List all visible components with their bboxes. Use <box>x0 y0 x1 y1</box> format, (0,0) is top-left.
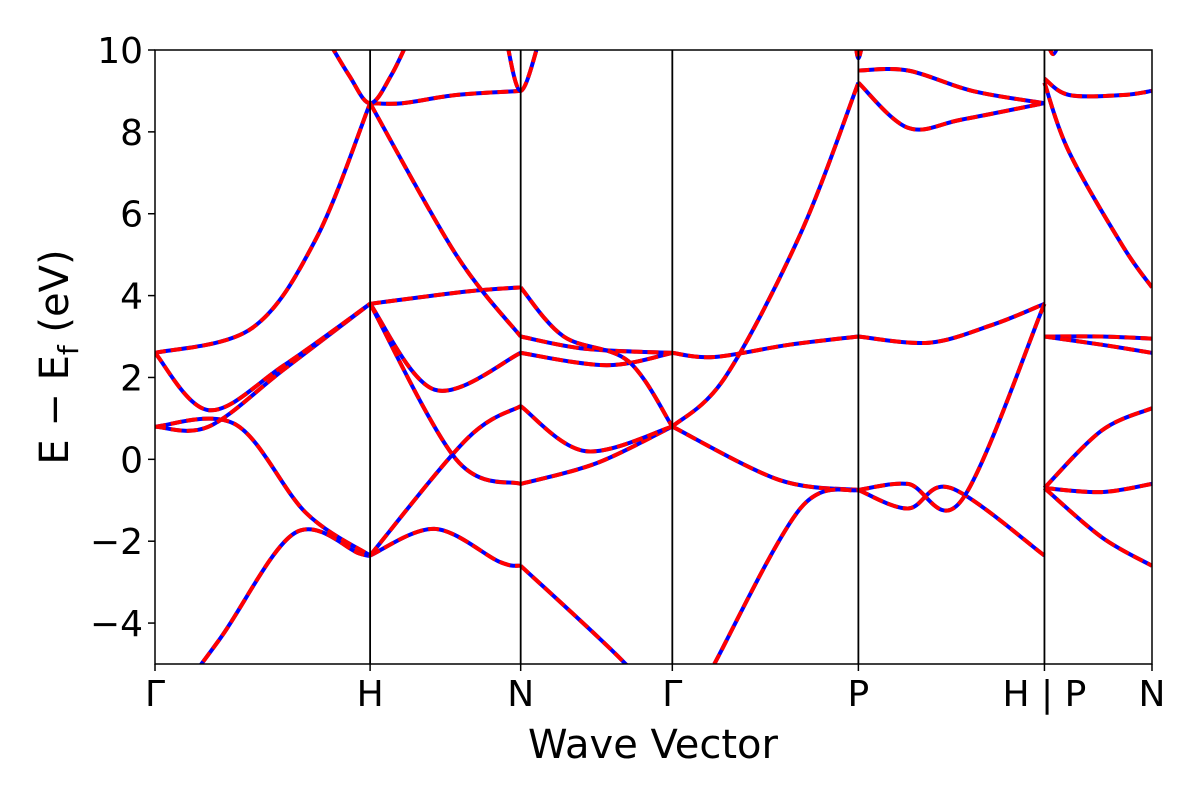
band-line-red <box>519 286 674 428</box>
x-tick-label: H | P <box>1003 674 1087 715</box>
band-line-red <box>856 81 1045 132</box>
band-line-red <box>155 302 372 413</box>
band-line-red <box>1044 481 1152 495</box>
band-line-red <box>858 67 1045 106</box>
band-line-red <box>520 424 674 486</box>
x-tick-label: Γ <box>145 674 165 715</box>
band-line-red <box>520 350 673 368</box>
y-axis-label-subscript: f <box>52 344 85 355</box>
x-tick-label: Γ <box>662 674 682 715</box>
band-line-red <box>368 302 522 486</box>
band-line-red <box>519 404 673 454</box>
band-line-red <box>368 102 523 338</box>
x-tick-label: H <box>357 674 384 715</box>
x-axis-ticks: Γ H N Γ P H | P N <box>145 664 1166 715</box>
x-tick-label: N <box>507 674 534 715</box>
y-tick-label: 6 <box>120 195 143 236</box>
band-line-red <box>369 285 521 306</box>
band-line-red <box>672 334 859 360</box>
y-tick-label: −2 <box>90 522 143 563</box>
x-axis-label: Wave Vector <box>528 722 779 768</box>
high-symmetry-lines <box>369 50 1046 664</box>
y-axis-label: E − Ef (eV) <box>32 249 85 464</box>
band-line-red <box>670 81 861 429</box>
x-tick-label: P <box>848 674 870 715</box>
band-line-red <box>1043 486 1152 568</box>
bands-layer <box>155 50 1152 664</box>
y-tick-label: −4 <box>90 604 143 645</box>
x-tick-label: N <box>1139 674 1166 715</box>
band-line-red <box>1044 334 1152 341</box>
band-line-red <box>712 487 860 664</box>
band-line-red <box>1044 334 1152 355</box>
band-line-red <box>1042 82 1152 289</box>
y-tick-label: 0 <box>120 440 143 481</box>
y-axis-ticks: 10 8 6 4 2 0 −2 −4 <box>90 31 155 645</box>
band-line-red <box>368 404 522 557</box>
y-tick-label: 2 <box>120 358 143 399</box>
band-line-red <box>858 303 1047 513</box>
band-line-red <box>1042 406 1152 490</box>
band-line-red <box>198 527 371 664</box>
y-tick-label: 8 <box>120 113 143 154</box>
band-line-red <box>1043 77 1152 99</box>
band-line-red <box>155 416 372 558</box>
band-line-red <box>519 564 629 664</box>
band-line-red <box>369 526 522 568</box>
y-tick-label: 4 <box>120 277 143 318</box>
band-line-blue <box>370 88 521 106</box>
band-line-red <box>857 484 1046 558</box>
band-line-red <box>368 302 522 393</box>
plot-frame <box>154 49 1153 665</box>
band-line-red <box>1048 50 1059 57</box>
y-axis-label-unit: (eV) <box>32 249 78 345</box>
band-line-red <box>520 334 673 355</box>
y-axis-label-main: E − E <box>32 355 78 465</box>
band-line-red <box>858 301 1046 346</box>
y-tick-label: 10 <box>97 31 143 72</box>
band-line-red <box>155 102 372 355</box>
